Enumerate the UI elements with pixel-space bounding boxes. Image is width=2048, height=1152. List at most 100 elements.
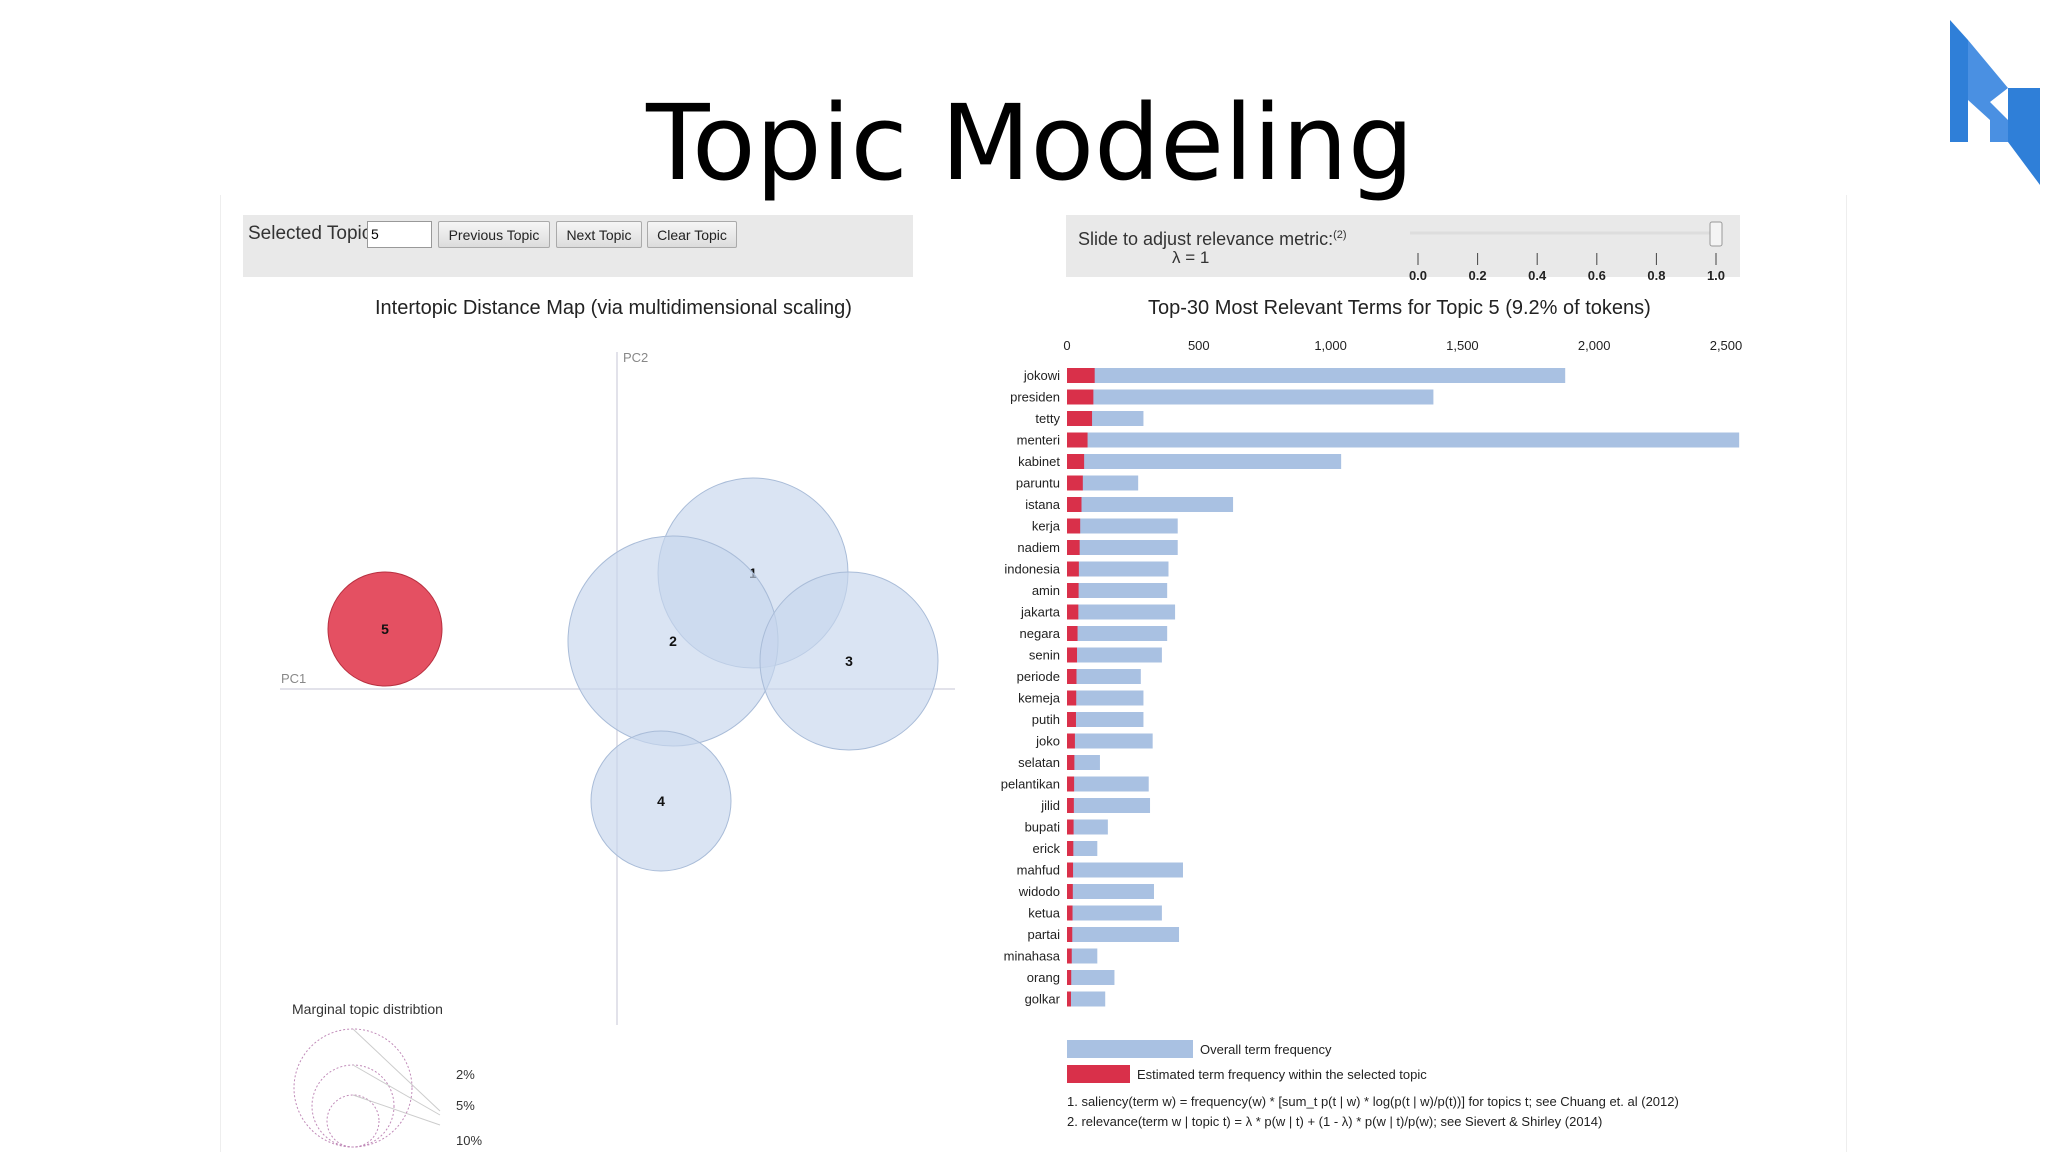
estimated-frequency-bar — [1067, 841, 1074, 856]
previous-topic-button[interactable]: Previous Topic — [438, 221, 550, 248]
topic-bubble-label: 5 — [381, 621, 389, 637]
term-label[interactable]: tetty — [1035, 411, 1060, 426]
overall-frequency-bar — [1067, 690, 1144, 706]
estimated-frequency-bar — [1067, 862, 1074, 878]
term-label[interactable]: periode — [1017, 669, 1060, 684]
overall-frequency-bar — [1067, 389, 1434, 405]
term-label[interactable]: pelantikan — [1001, 777, 1060, 792]
overall-frequency-bar — [1067, 841, 1098, 856]
slider-tick-label: 0.4 — [1528, 268, 1547, 283]
estimated-frequency-bar — [1067, 540, 1080, 555]
term-label[interactable]: paruntu — [1016, 476, 1060, 491]
term-label[interactable]: kabinet — [1018, 454, 1060, 469]
legend-label: 10% — [456, 1133, 482, 1148]
term-label[interactable]: ketua — [1028, 906, 1061, 921]
topic-bubble-4[interactable] — [590, 730, 732, 872]
legend-label: 2% — [456, 1067, 475, 1082]
term-label[interactable]: amin — [1032, 583, 1060, 598]
next-topic-button[interactable]: Next Topic — [556, 221, 642, 248]
overall-frequency-bar — [1067, 862, 1183, 878]
brand-logo — [1950, 20, 2040, 185]
term-label[interactable]: joko — [1035, 734, 1060, 749]
term-label[interactable]: bupati — [1025, 820, 1061, 835]
term-label[interactable]: senin — [1029, 648, 1060, 663]
slider-tick-label: 0.8 — [1647, 268, 1665, 283]
estimated-frequency-bar — [1067, 755, 1075, 770]
overall-frequency-bar — [1067, 712, 1144, 727]
overall-frequency-bar — [1067, 518, 1178, 534]
term-label[interactable]: orang — [1027, 970, 1060, 985]
estimated-frequency-bar — [1067, 454, 1085, 469]
term-label[interactable]: jokowi — [1023, 368, 1060, 383]
legend-label: 5% — [456, 1098, 475, 1113]
topic-bubble-5[interactable] — [327, 571, 443, 687]
term-label[interactable]: mahfud — [1017, 863, 1060, 878]
bar-axis-tick-label: 1,500 — [1446, 338, 1479, 353]
overall-frequency-bar — [1067, 368, 1566, 383]
term-label[interactable]: golkar — [1025, 992, 1061, 1007]
overall-frequency-bar — [1067, 733, 1153, 749]
term-label[interactable]: indonesia — [1004, 562, 1060, 577]
overall-frequency-bar — [1067, 669, 1141, 684]
overall-frequency-bar — [1067, 776, 1149, 792]
topic-bubble-label: 3 — [845, 653, 853, 669]
logo-shape-right — [2008, 88, 2040, 185]
term-label[interactable]: kemeja — [1018, 691, 1061, 706]
term-label[interactable]: jilid — [1040, 798, 1060, 813]
estimated-frequency-bar — [1067, 819, 1074, 835]
pc1-axis-label: PC1 — [281, 671, 306, 686]
estimated-frequency-bar — [1067, 411, 1093, 426]
overall-frequency-bar — [1067, 475, 1139, 491]
term-label[interactable]: putih — [1032, 712, 1060, 727]
legend-circle — [293, 1028, 413, 1148]
term-label[interactable]: jakarta — [1020, 605, 1061, 620]
overall-frequency-bar — [1067, 798, 1151, 813]
term-label[interactable]: kerja — [1032, 519, 1061, 534]
overall-frequency-bar — [1067, 454, 1342, 469]
topic-bubble-label: 4 — [657, 793, 665, 809]
legend-estimated-label: Estimated term frequency within the sele… — [1137, 1067, 1427, 1082]
clear-topic-button[interactable]: Clear Topic — [647, 221, 737, 248]
term-label[interactable]: presiden — [1010, 390, 1060, 405]
term-label[interactable]: selatan — [1018, 755, 1060, 770]
topic-bubble-3[interactable] — [759, 571, 939, 751]
term-label[interactable]: partai — [1027, 927, 1060, 942]
relevance-footnote-ref: (2) — [1333, 229, 1347, 241]
overall-frequency-bar — [1067, 991, 1106, 1007]
overall-frequency-bar — [1067, 561, 1169, 577]
term-label[interactable]: erick — [1033, 841, 1061, 856]
legend-circle — [326, 1094, 380, 1148]
terms-chart-title: Top-30 Most Relevant Terms for Topic 5 (… — [1148, 297, 1651, 319]
bar-axis-tick-label: 2,000 — [1578, 338, 1611, 353]
term-label[interactable]: istana — [1025, 497, 1060, 512]
overall-frequency-bar — [1067, 948, 1098, 964]
term-label[interactable]: menteri — [1017, 433, 1060, 448]
overall-frequency-bar — [1067, 927, 1180, 942]
estimated-frequency-bar — [1067, 712, 1076, 727]
term-label[interactable]: nadiem — [1017, 540, 1060, 555]
selected-topic-input[interactable] — [367, 221, 432, 248]
term-label[interactable]: minahasa — [1004, 949, 1061, 964]
overall-frequency-bar — [1067, 647, 1162, 663]
bar-axis-tick-label: 2,500 — [1710, 338, 1743, 353]
selected-topic-label: Selected Topic: — [248, 223, 377, 244]
lambda-readout: λ = 1 — [1172, 248, 1210, 267]
intertopic-map-title: Intertopic Distance Map (via multidimens… — [375, 297, 852, 319]
estimated-frequency-bar — [1067, 798, 1074, 813]
legend-circle — [311, 1064, 395, 1148]
slider-tick-label: 0.0 — [1409, 268, 1427, 283]
estimated-frequency-bar — [1067, 733, 1075, 749]
overall-frequency-bar — [1067, 583, 1168, 598]
overall-frequency-bar — [1067, 884, 1154, 899]
estimated-frequency-bar — [1067, 604, 1079, 620]
legend-overall-swatch — [1067, 1040, 1193, 1058]
overall-frequency-bar — [1067, 540, 1178, 555]
logo-shape-mid — [1968, 40, 2008, 142]
relevance-slider-handle[interactable] — [1709, 221, 1723, 247]
estimated-frequency-bar — [1067, 905, 1073, 921]
slider-tick-label: 1.0 — [1707, 268, 1725, 283]
term-label[interactable]: widodo — [1018, 884, 1060, 899]
term-label[interactable]: negara — [1020, 626, 1061, 641]
legend-leader — [352, 1094, 441, 1126]
